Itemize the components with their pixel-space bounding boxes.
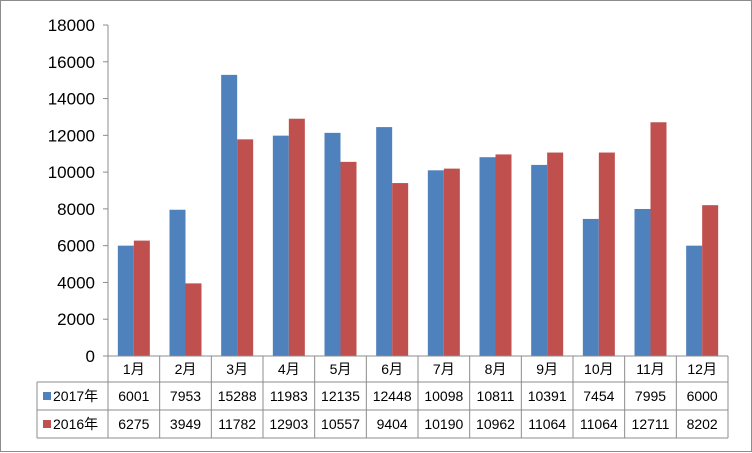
data-label: 6000 (687, 388, 718, 404)
legend-label: 2017年 (53, 388, 98, 404)
bar-series2 (702, 205, 719, 356)
data-label: 12711 (632, 416, 670, 432)
data-label: 11782 (218, 416, 256, 432)
y-axis: 0 2000 4000 6000 8000 10000 12000 14000 16000 180… (48, 16, 109, 366)
y-tick-label: 12000 (48, 126, 95, 145)
y-tick-label: 4000 (57, 273, 95, 292)
data-label: 10190 (424, 416, 463, 432)
data-label: 12135 (321, 388, 360, 404)
bar-series1 (169, 209, 186, 356)
bar-series1 (427, 170, 444, 356)
x-tick-label: 4月 (278, 361, 300, 377)
bar-series1 (686, 245, 703, 356)
data-label: 15288 (218, 388, 257, 404)
x-tick-label: 11月 (636, 361, 665, 377)
bar-series2 (237, 139, 254, 356)
data-label: 7953 (170, 388, 201, 404)
data-label: 8202 (687, 416, 718, 432)
bar-series1 (117, 245, 134, 356)
data-label: 12448 (373, 388, 412, 404)
bar-series2 (340, 161, 357, 356)
data-label: 10098 (424, 388, 463, 404)
y-tick-label: 6000 (57, 237, 95, 256)
data-label: 6001 (118, 388, 149, 404)
y-tick-label: 14000 (48, 90, 95, 109)
x-tick-label: 5月 (330, 361, 352, 377)
data-label: 3949 (170, 416, 201, 432)
bar-series2 (288, 118, 305, 356)
data-label: 11064 (580, 416, 618, 432)
data-table: 1月 2月 3月 4月 5月 6月 7月 8月 9月 10月 11月 12月 2017年 6001 7953… (36, 355, 729, 439)
data-label: 6275 (118, 416, 149, 432)
bar-series2 (133, 240, 150, 356)
x-tick-label: 12月 (687, 361, 717, 377)
x-tick-label: 10月 (584, 361, 614, 377)
data-label: 11983 (270, 388, 308, 404)
bar-series1 (221, 74, 238, 356)
data-label: 7454 (583, 388, 614, 404)
legend-key (43, 420, 51, 428)
bar-series2 (185, 283, 202, 356)
y-tick-label: 16000 (48, 53, 95, 72)
x-tick-label: 3月 (226, 361, 248, 377)
x-tick-label: 7月 (433, 361, 455, 377)
bar-series1 (582, 218, 599, 356)
bar-series2 (443, 168, 460, 356)
data-label: 12903 (269, 416, 308, 432)
bar-series1 (272, 135, 289, 356)
bar-series1 (479, 157, 496, 356)
bar-series1 (376, 127, 393, 356)
x-tick-label: 8月 (485, 361, 507, 377)
bar-series1 (324, 132, 341, 356)
bar-series1 (531, 164, 548, 356)
bar-series1 (634, 208, 651, 356)
legend-key (43, 392, 51, 400)
x-tick-label: 6月 (381, 361, 403, 377)
y-tick-label: 10000 (48, 163, 95, 182)
x-tick-label: 2月 (175, 361, 197, 377)
y-tick-label: 8000 (57, 200, 95, 219)
legend-label: 2016年 (53, 416, 98, 432)
bar-series2 (650, 122, 667, 356)
x-tick-label: 9月 (536, 361, 558, 377)
data-label: 10391 (528, 388, 567, 404)
y-tick-label: 18000 (48, 16, 95, 35)
data-label: 10811 (477, 388, 515, 404)
bar-series2 (547, 152, 564, 356)
x-tick-label: 1月 (123, 361, 145, 377)
bar-series2 (495, 154, 512, 356)
y-tick-label: 2000 (57, 310, 95, 329)
data-label: 10557 (321, 416, 360, 432)
bar-series2 (598, 152, 615, 356)
bars (117, 74, 719, 356)
data-label: 11064 (528, 416, 566, 432)
y-tick-label: 0 (86, 347, 95, 366)
data-label: 7995 (635, 388, 666, 404)
bar-series2 (392, 183, 409, 356)
data-label: 10962 (476, 416, 515, 432)
data-label: 9404 (377, 416, 408, 432)
